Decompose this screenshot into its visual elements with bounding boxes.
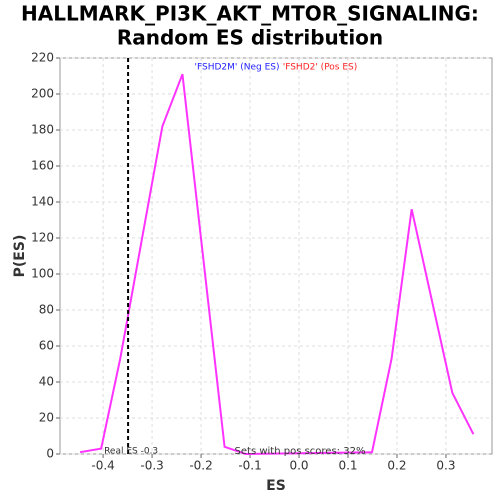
y-tick-label: 120 — [31, 231, 54, 245]
y-tick-label: 220 — [31, 51, 54, 65]
chart-title: HALLMARK_PI3K_AKT_MTOR_SIGNALING: — [21, 2, 479, 26]
y-tick-label: 160 — [31, 159, 54, 173]
x-axis-label: ES — [266, 478, 286, 494]
x-tick-label: 0.2 — [387, 459, 406, 473]
y-tick-label: 40 — [39, 375, 54, 389]
x-tick-label: 0.3 — [436, 459, 455, 473]
y-tick-label: 200 — [31, 87, 54, 101]
legend-pos: 'FSHD2' (Pos ES) — [283, 63, 358, 73]
plot-area — [59, 57, 493, 455]
y-tick-label: 80 — [39, 303, 54, 317]
y-tick-label: 60 — [39, 339, 54, 353]
line — [79, 73, 475, 456]
y-tick-label: 0 — [46, 447, 54, 461]
footnote: Sets with pos scores: 32% — [235, 446, 366, 457]
y-axis-label: P(ES) — [12, 235, 28, 278]
x-tick-label: -0.4 — [91, 459, 114, 473]
y-tick-label: 20 — [39, 411, 54, 425]
real-es-label: Real ES -0.3 — [104, 447, 158, 457]
chart-subtitle: Random ES distribution — [117, 26, 383, 50]
x-tick-label: -0.3 — [140, 459, 163, 473]
x-tick-label: -0.1 — [238, 459, 261, 473]
y-tick-label: 100 — [31, 267, 54, 281]
y-tick-label: 180 — [31, 123, 54, 137]
legend-neg: 'FSHD2M' (Neg ES) — [195, 63, 280, 73]
x-tick-label: 0.0 — [289, 459, 308, 473]
y-tick-label: 140 — [31, 195, 54, 209]
x-tick-label: 0.1 — [338, 459, 357, 473]
x-tick-label: -0.2 — [189, 459, 212, 473]
